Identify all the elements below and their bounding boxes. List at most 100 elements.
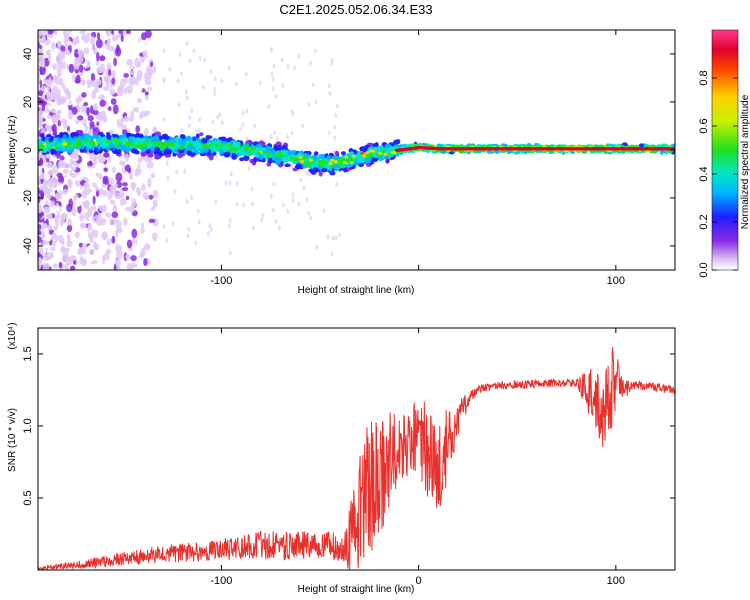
spectrogram-cell [387,146,393,153]
spectrogram-cell [66,247,70,253]
spectrogram-cell [435,147,438,151]
spectrogram-cell [131,228,138,239]
spectrogram-cell [66,178,73,189]
spectrogram-cell [135,125,141,133]
spectrogram-cell [481,147,484,151]
spectrogram-cell [234,81,238,87]
spectrogram-cell [124,153,130,162]
spectrogram-cell [309,60,313,66]
spectrogram-cell [38,174,41,181]
spectrogram-cell [655,147,658,151]
spectrogram-cell [579,147,582,151]
spectrogram-cell [490,147,494,151]
spectrogram-cell [38,71,41,79]
spectrogram-cell [527,147,530,151]
spectrogram-cell [598,147,601,151]
spectrogram-cell [140,222,145,228]
spectrogram-cell [144,110,151,116]
spectrogram-cell [68,63,75,74]
spectrogram-cell [365,153,371,159]
spectrogram-cell [286,64,290,70]
spectrogram-cell [51,92,57,101]
spectrogram-cell [330,158,335,162]
spectrogram-cell [385,158,390,164]
spectrogram-cell [47,104,54,111]
spectrogram-cell [302,184,306,190]
spectrogram-cell [50,42,57,50]
spectrogram-cell [55,205,61,212]
spectrogram-cell [59,77,64,86]
spectrogram-cell [520,147,523,151]
spectrogram-cell [242,202,246,208]
spectrogram-cell [307,210,311,216]
spectrogram-cell [458,147,462,151]
spectrogram-cell [104,79,112,84]
spectrogram-cell [307,102,311,108]
spectrogram-cell [144,194,150,201]
spectrogram-cell [105,74,110,81]
spectrogram-cell [308,158,313,162]
spectrogram-cell [652,147,656,151]
spectrogram-cell [218,112,222,118]
spectrogram-cell [444,147,447,151]
spectrogram-cell [228,218,232,224]
spectrogram-cell [591,147,594,151]
spectrogram-cell [632,147,635,151]
spectrogram-cell [642,147,645,151]
spectrogram-cell [499,147,502,151]
spectrogram-cell [136,85,143,93]
spectrogram-cell [637,147,640,151]
spectrogram-cell [105,41,111,50]
spectrogram-cell [399,148,402,152]
spectrogram-cell [48,137,54,143]
spectrogram-cell [50,148,55,155]
spectrogram-cell [297,54,301,60]
spectrogram-cell [114,244,122,253]
spectrogram-cell [311,82,315,88]
snr-y-tick-label: 0.5 [22,490,34,505]
spectrogram-cell [330,251,334,257]
spectrogram-cell [477,147,480,151]
spectrogram-cell [630,147,633,151]
spectrogram-cell [87,81,91,89]
spectrogram-cell [227,223,231,229]
spectrogram-cell [269,194,273,200]
spectrogram-cell [441,147,444,151]
spectrogram-cell [185,95,189,101]
spectrogram-cell [111,211,119,219]
spectrogram-cell [69,265,76,270]
spectrogram-cell [353,160,359,166]
spectrogram-panel: -100 100 -40 -20 0 20 40 Height of straight l… [7,29,676,296]
spectrogram-cell [234,141,241,148]
spectrogram-cell [413,146,417,150]
spectrogram-cell [164,135,170,141]
spectrogram-cell [476,147,479,151]
spectrogram-cell [127,84,133,95]
spectrogram-cell [140,150,146,157]
spectrogram-cell [108,226,115,234]
spectrogram-cell [322,208,326,214]
spectrogram-cell [256,146,261,153]
spectrogram-cell [94,243,100,251]
spectrogram-cell [572,147,575,151]
spectrogram-cell [668,147,671,151]
spectrogram-cell [117,143,123,149]
spectrogram-cell [292,157,299,162]
spectrogram-cell [534,147,537,151]
spectrogram-cell [374,142,379,148]
spectrogram-cell [44,173,51,181]
spectrogram-cell [451,147,454,151]
spectrogram-cell [464,147,467,151]
spectrogram-cell [429,146,432,150]
spectrogram-cell [593,147,596,151]
spectrogram-cell [549,147,553,151]
spectrogram-cell [141,212,147,218]
spectrogram-cell [456,147,459,151]
spectrogram-cell [542,147,546,151]
spectrogram-cell [110,199,116,205]
spectrogram-cell [447,147,450,151]
spectrogram-cell [138,114,143,120]
spectrogram-cell [75,35,80,42]
spectrogram-cell [271,76,275,82]
spectrogram-cell [298,155,303,159]
